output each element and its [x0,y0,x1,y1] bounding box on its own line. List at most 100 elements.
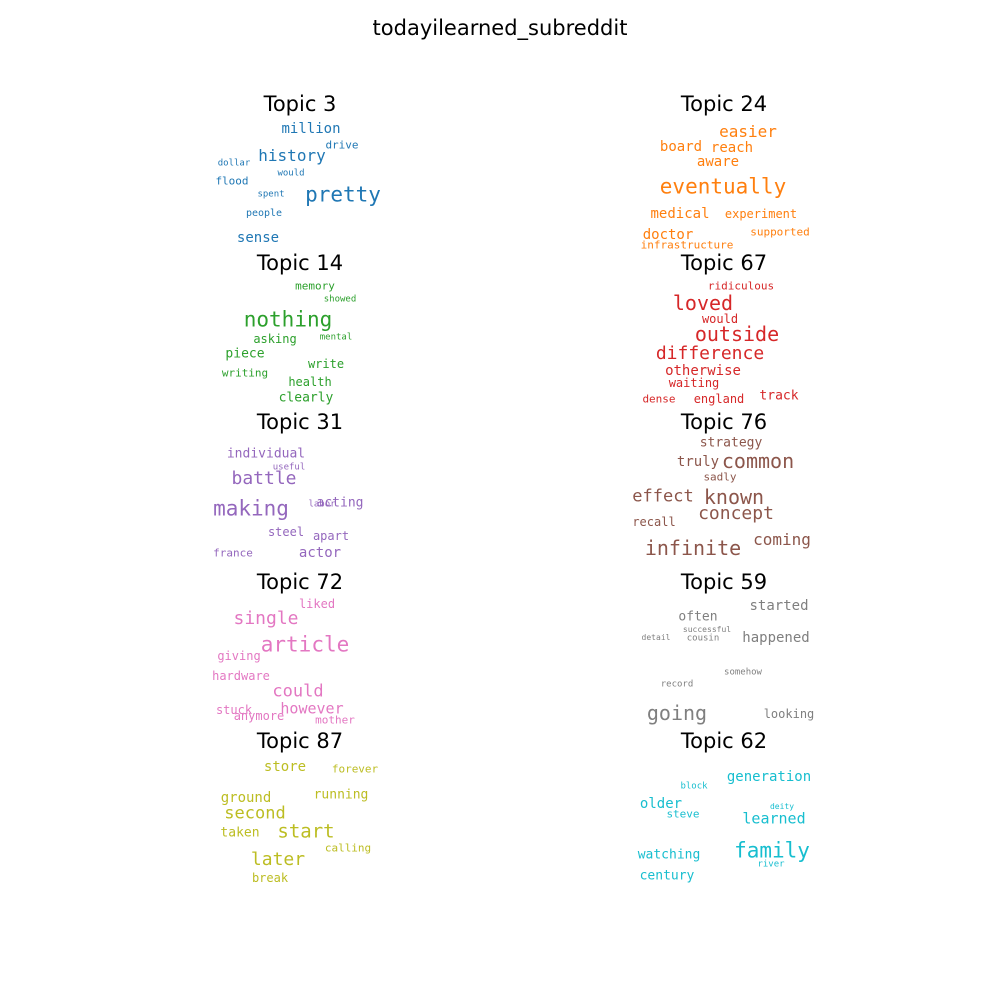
word-cloud-term: pretty [305,182,381,207]
word-cloud-term: ridiculous [707,279,775,293]
word-cloud-topic-87: Topic 87 store forever running ground second s… [200,729,400,889]
word-cloud-term: piece [225,346,265,362]
word-cloud-term: happened [742,630,810,646]
word-cloud-term: start [277,820,335,843]
word-cloud-term: france [213,546,253,560]
word-cloud-term: known [703,485,765,509]
word-cloud-term: dollar [217,158,251,169]
topic-title: Topic 62 [680,729,768,753]
word-cloud-term: health [288,375,332,389]
word-cloud-term: deity [769,802,795,811]
word-cloud-term: aware [696,154,740,170]
word-cloud-term: running [313,787,369,803]
word-cloud-term: river [757,859,785,870]
word-cloud-term: infinite [644,536,742,560]
word-cloud-term: labor [308,499,336,510]
word-cloud-term: making [213,496,289,521]
word-cloud-term: truly [676,454,720,470]
topic-title: Topic 67 [680,251,768,275]
word-cloud-term: difference [655,343,765,364]
word-cloud-term: million [281,121,341,137]
word-cloud-term: eventually [659,174,787,199]
word-cloud-term: effect [632,486,694,507]
word-cloud-term: liked [298,597,336,611]
word-cloud-term: watching [637,847,701,863]
word-cloud-term: second [224,803,286,824]
word-cloud-term: concept [698,503,774,524]
word-cloud-topic-59: Topic 59 started often successful detail cous… [624,570,824,730]
word-cloud-term: medical [650,206,710,222]
word-cloud-term: cousin [686,633,720,644]
word-cloud-term: steel [267,525,305,539]
word-cloud-term: memory [295,279,335,293]
word-cloud-term: useful [272,462,306,473]
word-cloud-term: drive [325,138,359,152]
word-cloud-term: england [693,392,745,406]
word-cloud-term: store [263,759,307,775]
word-cloud-term: actor [298,545,342,561]
word-cloud-term: later [250,849,306,870]
topic-title: Topic 31 [256,410,344,434]
word-cloud-topic-24: Topic 24 easier board reach aware eventually m… [624,92,824,252]
word-cloud-term: detail [641,633,671,642]
word-cloud-term: people [245,208,283,219]
word-cloud-term: asking [253,332,297,346]
word-cloud-term: supported [750,225,810,239]
topic-title: Topic 76 [680,410,768,434]
word-cloud-term: stuck [215,703,253,717]
word-cloud-term: nothing [243,307,333,332]
word-cloud-term: anymore [233,709,285,723]
word-cloud-topic-67: Topic 67 ridiculous loved would outside diffe… [624,251,824,411]
word-cloud-term: easier [719,122,777,141]
topic-title: Topic 87 [256,729,344,753]
word-cloud-term: would [701,312,739,326]
word-cloud-term: recall [632,515,676,529]
word-cloud-term: sadly [703,470,737,484]
word-cloud-term: mother [315,713,355,727]
word-cloud-term: mental [319,332,353,343]
topic-title: Topic 59 [680,570,768,594]
word-cloud-term: waiting [668,376,720,390]
word-cloud-term: giving [217,649,261,663]
word-cloud-term: taken [220,825,260,841]
word-cloud-term: spent [257,189,285,200]
word-cloud-term: generation [726,769,812,785]
word-cloud-term: acting [316,495,364,511]
word-cloud-term: learned [742,809,806,828]
word-cloud-topic-72: Topic 72 liked single article giving hardware… [200,570,400,730]
word-cloud-term: experiment [724,207,798,221]
word-cloud-term: break [251,871,289,885]
word-cloud-term: older [639,796,683,812]
word-cloud-term: loved [672,291,734,315]
topic-title: Topic 24 [680,92,768,116]
figure-title: todayilearned_subreddit [372,16,628,40]
word-cloud-term: outside [694,322,780,346]
word-cloud-term: infrastructure [640,238,734,252]
word-cloud-term: century [639,868,695,884]
word-cloud-term: flood [215,174,249,188]
word-cloud-term: coming [753,530,811,549]
word-cloud-term: showed [323,294,357,305]
word-cloud-term: apart [312,529,350,543]
word-cloud-term: looking [763,707,815,721]
word-cloud-term: individual [226,446,306,462]
word-cloud-term: family [734,838,810,863]
word-cloud-term: dense [642,392,676,406]
word-cloud-term: common [721,449,795,473]
word-cloud-term: successful [682,625,732,634]
word-cloud-term: reach [710,140,754,156]
word-cloud-term: clearly [278,390,334,406]
word-cloud-term: record [660,679,694,690]
word-cloud-term: going [646,701,708,725]
word-cloud-topic-31: Topic 31 individual useful battle making labo… [200,410,400,570]
word-cloud-term: doctor [642,227,694,243]
word-cloud-term: writing [221,366,269,380]
word-cloud-term: however [280,699,344,718]
word-cloud-term: would [277,168,305,179]
word-cloud-term: somehow [724,667,762,678]
word-cloud-topic-3: Topic 3 million drive history dollar would flo… [200,92,400,252]
topic-title: Topic 3 [263,92,337,116]
topic-title: Topic 14 [256,251,344,275]
word-cloud-topic-62: Topic 62 generation block older deity steve le… [624,729,824,889]
